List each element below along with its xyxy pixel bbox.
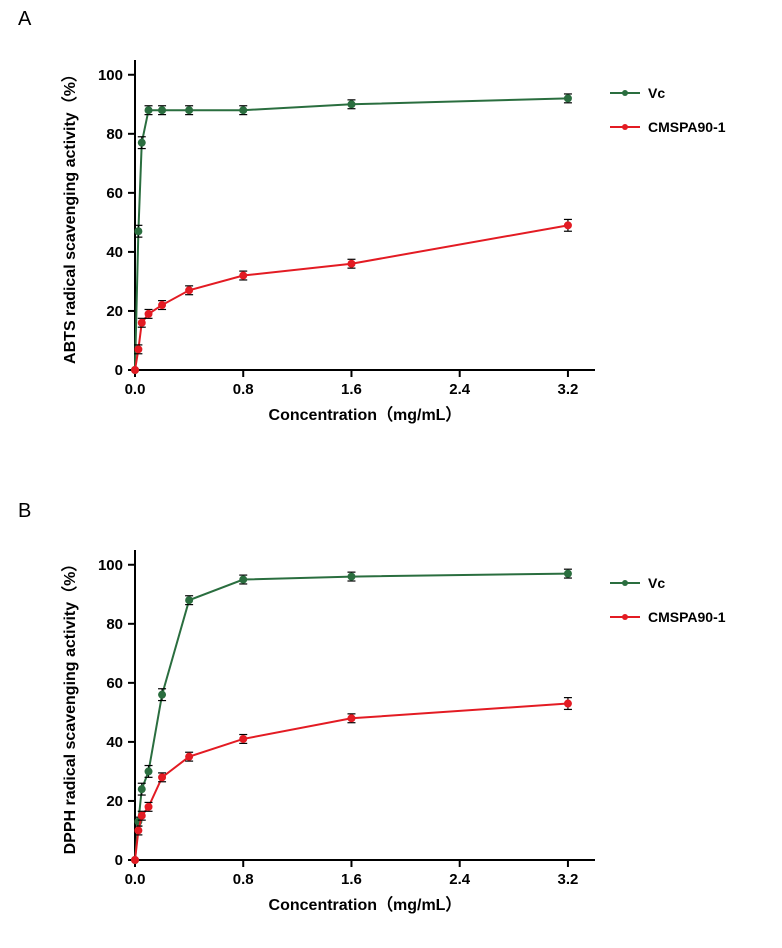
legend-line-vc-b (610, 582, 640, 584)
legend-item-cmspa: CMSPA90-1 (610, 119, 726, 135)
svg-text:0: 0 (115, 852, 123, 869)
legend-marker-cmspa (622, 124, 628, 130)
legend-a: Vc CMSPA90-1 (610, 85, 726, 153)
svg-text:80: 80 (106, 616, 123, 633)
legend-line-cmspa-b (610, 616, 640, 618)
legend-line-cmspa (610, 126, 640, 128)
chart-a: 0.0 0.8 1.6 2.4 3.2 0 20 40 60 80 100 Concentration… (40, 40, 600, 445)
svg-text:0.0: 0.0 (125, 871, 146, 888)
svg-text:0.0: 0.0 (125, 381, 146, 398)
chart-b: 0.0 0.8 1.6 2.4 3.2 0 20 40 60 80 100 Concentration… (40, 530, 600, 935)
svg-text:DPPH radical scavenging activi: DPPH radical scavenging activity（%） (61, 556, 79, 855)
legend-label-vc: Vc (648, 85, 665, 101)
svg-text:ABTS radical scavenging activi: ABTS radical scavenging activity（%） (61, 66, 79, 364)
legend-marker-vc (622, 90, 628, 96)
svg-text:0.8: 0.8 (233, 381, 254, 398)
legend-b: Vc CMSPA90-1 (610, 575, 726, 643)
svg-text:60: 60 (106, 185, 123, 202)
svg-text:100: 100 (98, 67, 123, 84)
svg-text:0.8: 0.8 (233, 871, 254, 888)
panel-a-label: A (18, 8, 31, 31)
legend-label-vc-b: Vc (648, 575, 665, 591)
legend-line-vc (610, 92, 640, 94)
legend-item-cmspa-b: CMSPA90-1 (610, 609, 726, 625)
legend-item-vc: Vc (610, 85, 726, 101)
svg-text:20: 20 (106, 303, 123, 320)
svg-text:1.6: 1.6 (341, 871, 362, 888)
legend-marker-vc-b (622, 580, 628, 586)
svg-text:80: 80 (106, 126, 123, 143)
svg-text:2.4: 2.4 (449, 871, 471, 888)
svg-text:40: 40 (106, 734, 123, 751)
svg-text:1.6: 1.6 (341, 381, 362, 398)
svg-text:2.4: 2.4 (449, 381, 471, 398)
panel-b-label: B (18, 500, 31, 523)
legend-label-cmspa: CMSPA90-1 (648, 119, 726, 135)
svg-text:100: 100 (98, 557, 123, 574)
svg-text:3.2: 3.2 (558, 381, 579, 398)
svg-text:0: 0 (115, 362, 123, 379)
svg-text:20: 20 (106, 793, 123, 810)
legend-label-cmspa-b: CMSPA90-1 (648, 609, 726, 625)
legend-item-vc-b: Vc (610, 575, 726, 591)
svg-text:40: 40 (106, 244, 123, 261)
svg-text:60: 60 (106, 675, 123, 692)
svg-text:Concentration（mg/mL）: Concentration（mg/mL） (269, 406, 462, 424)
legend-marker-cmspa-b (622, 614, 628, 620)
svg-text:Concentration（mg/mL）: Concentration（mg/mL） (269, 896, 462, 914)
svg-text:3.2: 3.2 (558, 871, 579, 888)
